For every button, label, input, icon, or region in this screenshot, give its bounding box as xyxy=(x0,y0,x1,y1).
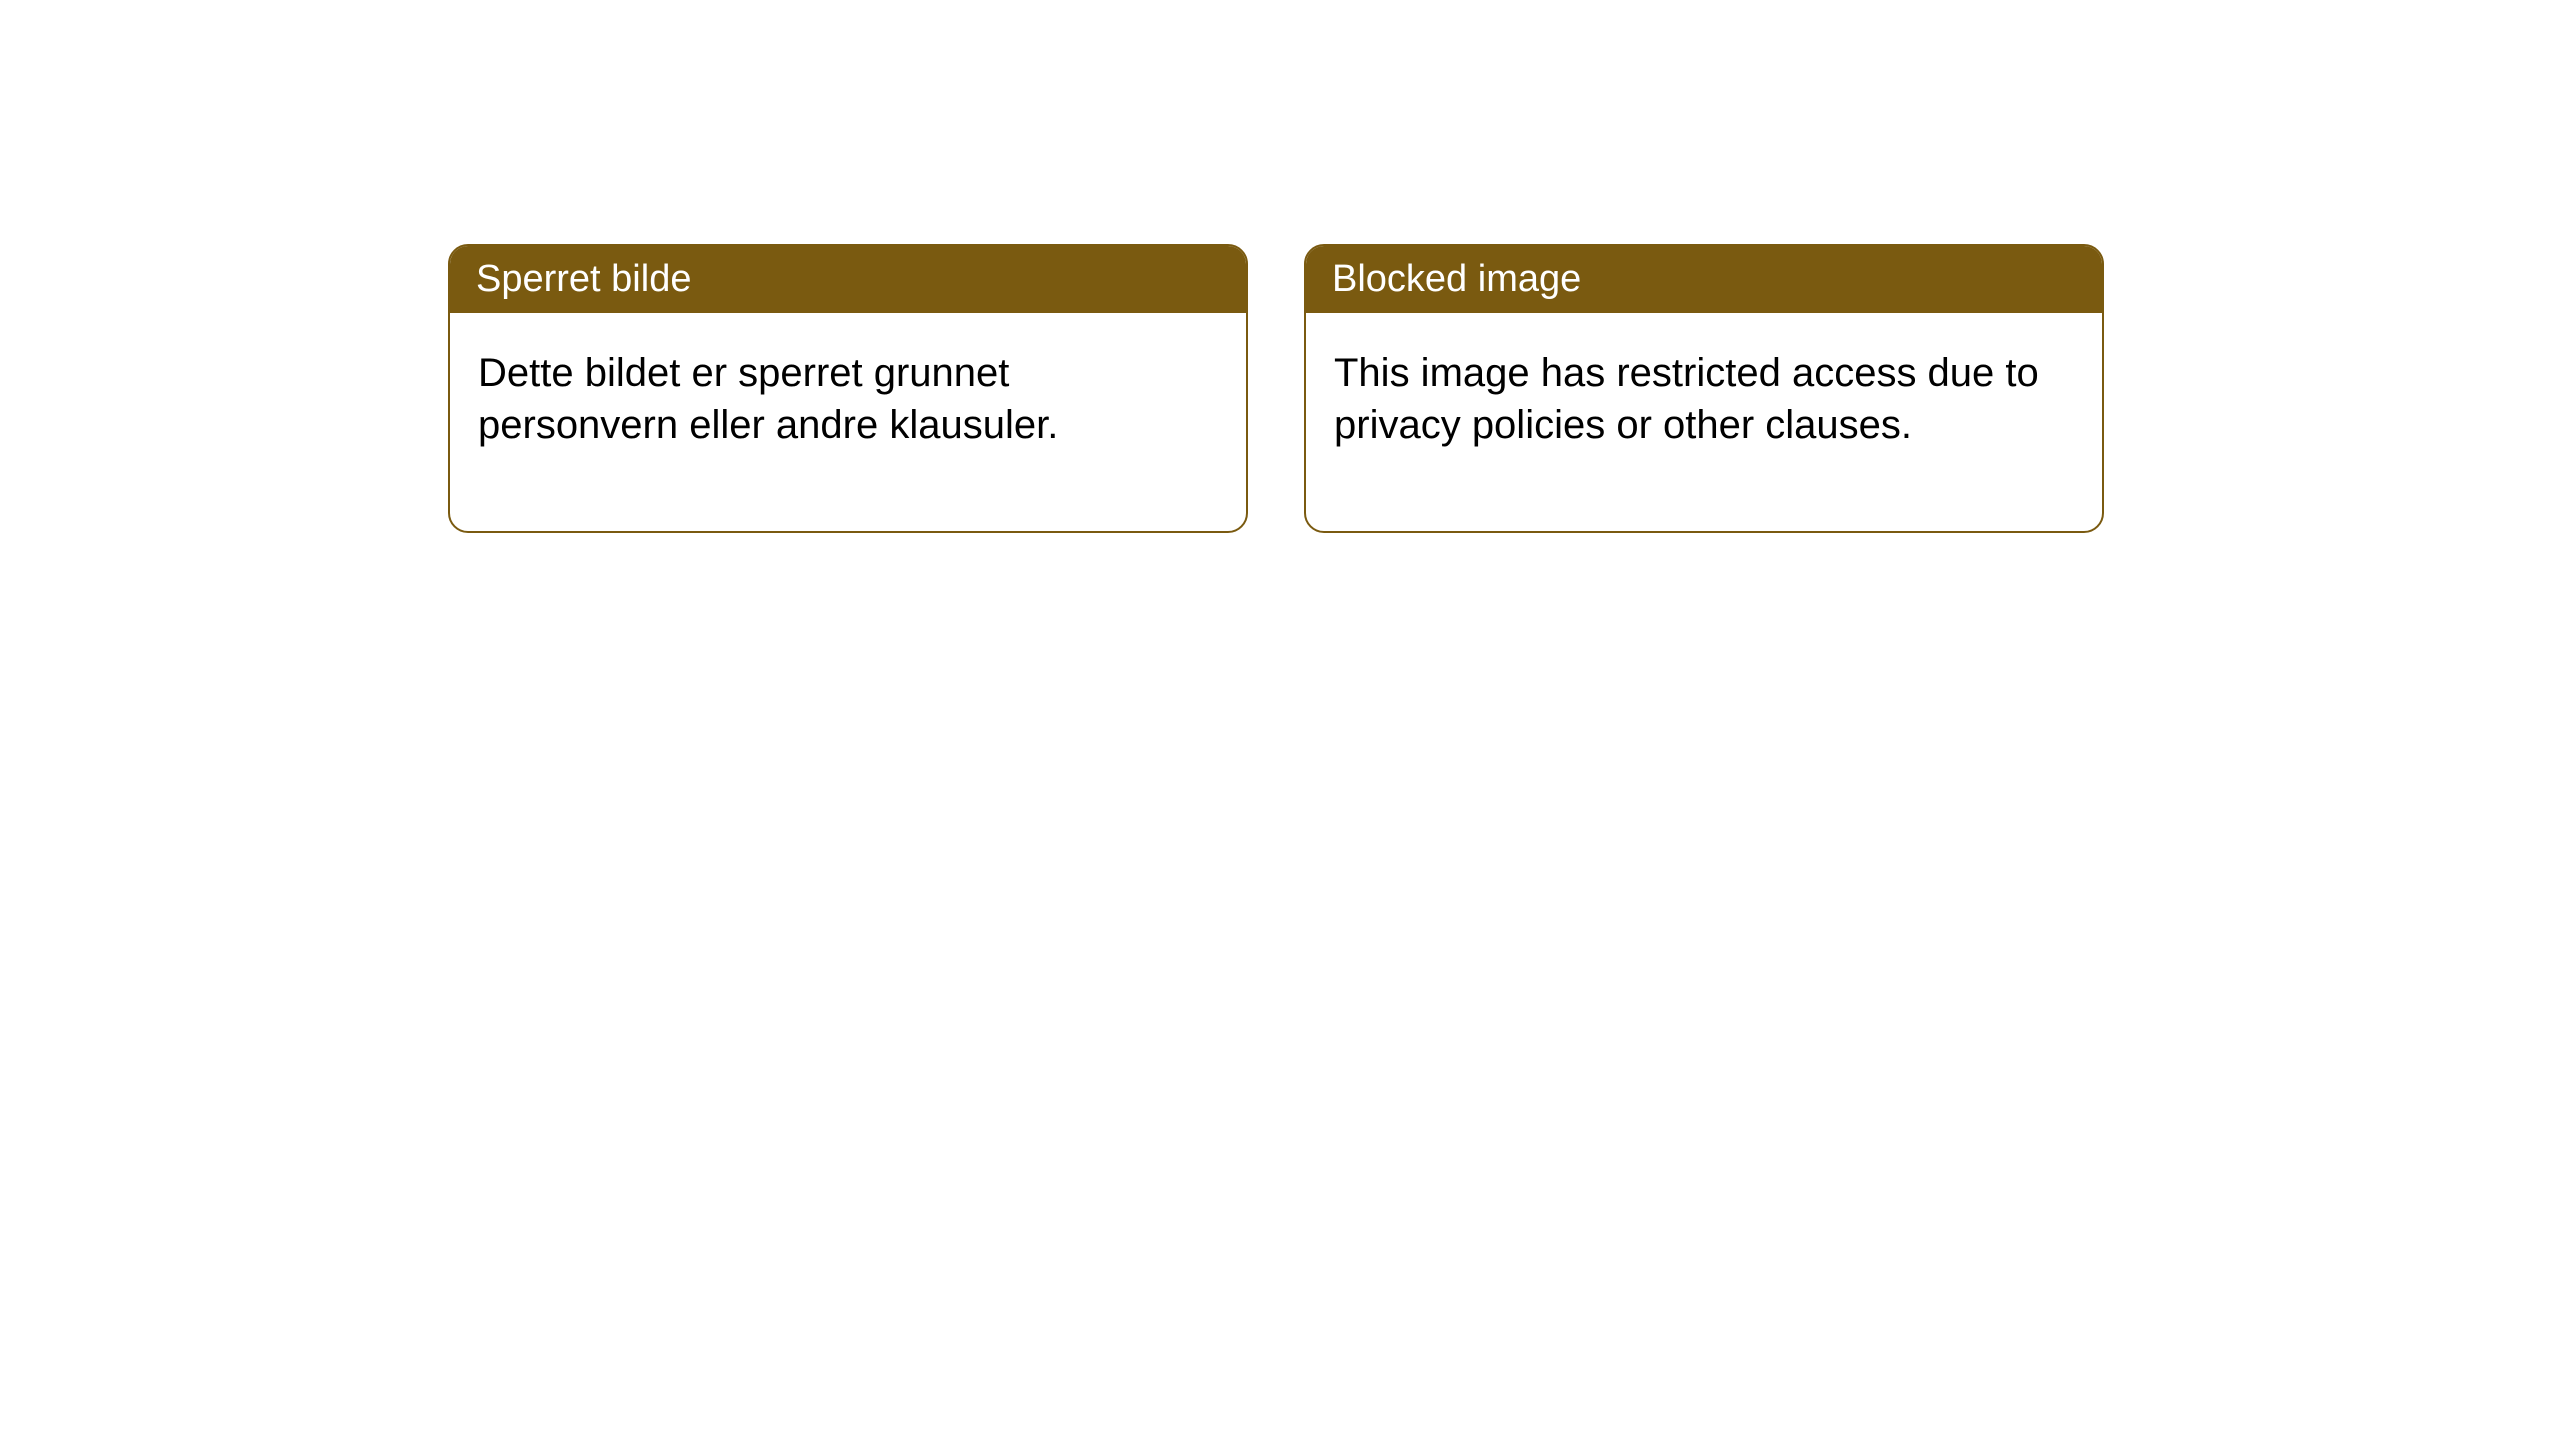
notice-body-english: This image has restricted access due to … xyxy=(1306,313,2102,531)
notice-card-english: Blocked image This image has restricted … xyxy=(1304,244,2104,533)
notice-body-norwegian: Dette bildet er sperret grunnet personve… xyxy=(450,313,1246,531)
notice-container: Sperret bilde Dette bildet er sperret gr… xyxy=(448,244,2104,533)
notice-header-english: Blocked image xyxy=(1306,246,2102,313)
notice-header-norwegian: Sperret bilde xyxy=(450,246,1246,313)
notice-card-norwegian: Sperret bilde Dette bildet er sperret gr… xyxy=(448,244,1248,533)
